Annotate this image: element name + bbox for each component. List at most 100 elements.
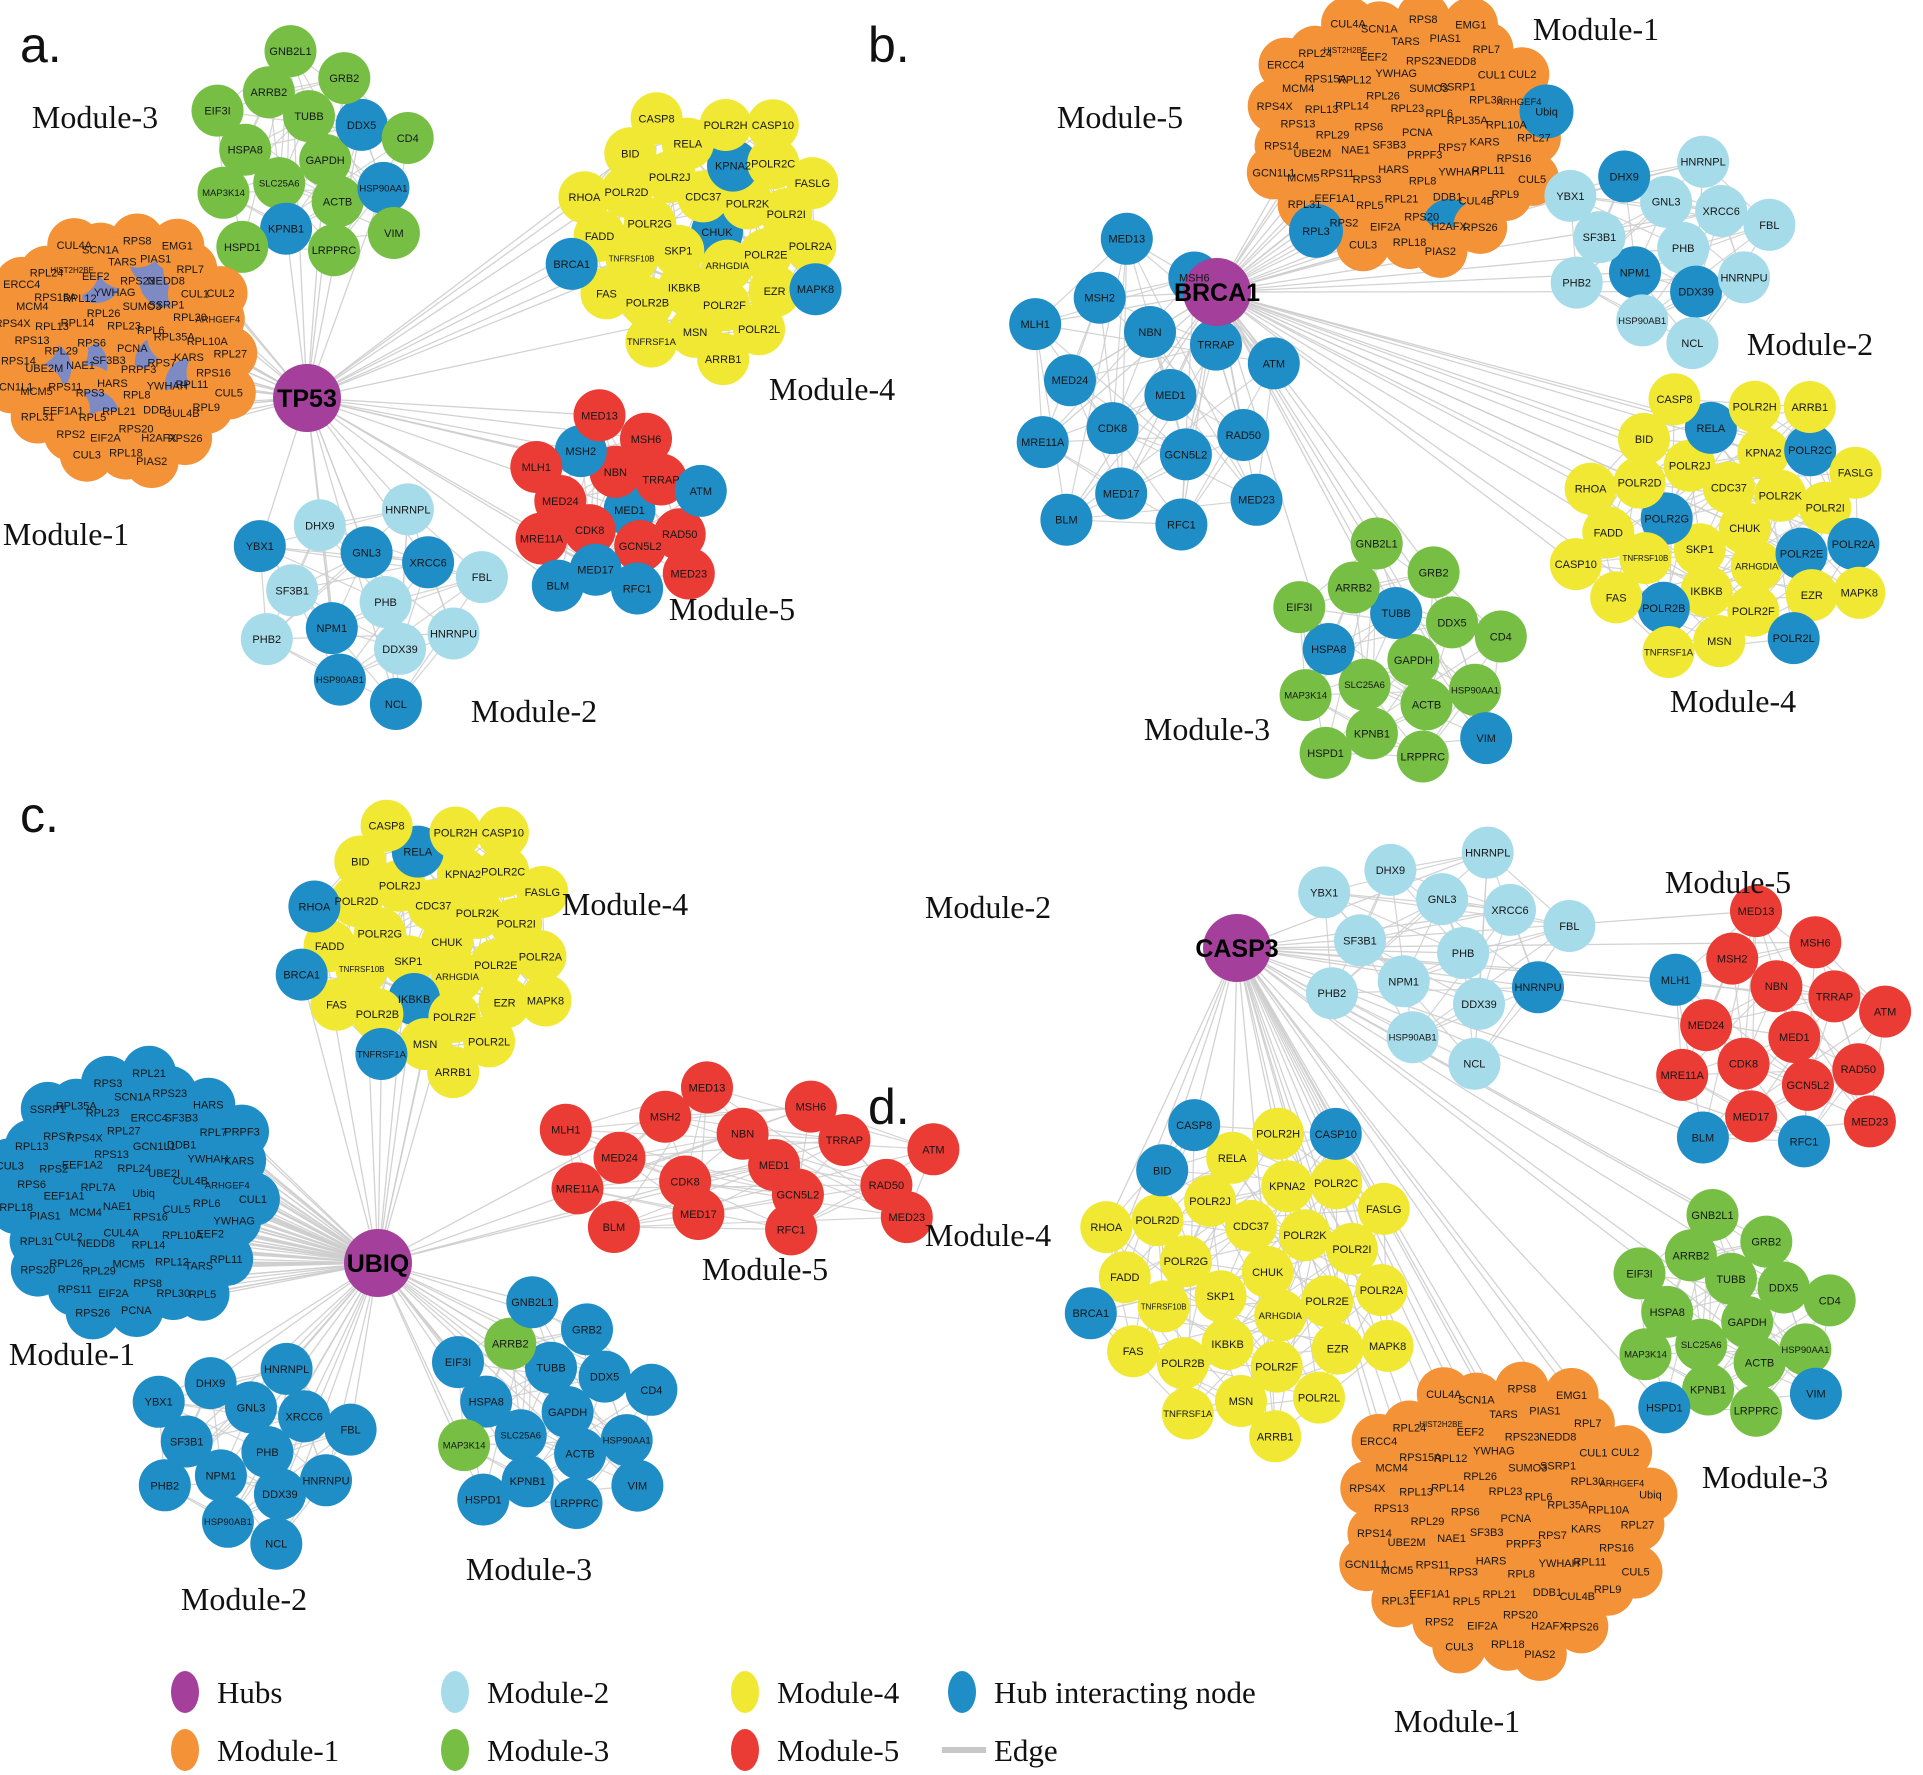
gene-node-RPL31: [1371, 1573, 1426, 1628]
gene-node-label: TNFRSF1A: [357, 1049, 407, 1060]
gene-node-label: TARS: [1489, 1409, 1518, 1421]
gene-node-label: EIF3I: [1626, 1268, 1652, 1280]
gene-node-label: BLM: [1692, 1132, 1715, 1144]
gene-node-label: ATM: [690, 486, 712, 498]
gene-node-label: POLR2C: [481, 867, 525, 879]
gene-node-label: KPNA2: [1745, 448, 1781, 460]
gene-node-label: RPL31: [1288, 199, 1322, 211]
gene-node-BLM: [531, 559, 584, 612]
gene-node-label: POLR2B: [356, 1009, 399, 1021]
gene-node-label: RPS16: [133, 1212, 168, 1224]
module-caption-a-module-4: Module-4: [769, 371, 895, 407]
gene-node-label: MRE11A: [520, 534, 564, 546]
gene-node-label: LRPPRC: [312, 245, 357, 257]
gene-node-label: YBX1: [1556, 191, 1584, 203]
gene-node-DHX9: [1364, 843, 1417, 896]
gene-node-GNL3: [1416, 873, 1469, 926]
gene-node-TRRAP: [635, 453, 687, 506]
gene-node-label: RPL6: [193, 1198, 221, 1210]
gene-node-label: XRCC6: [409, 557, 446, 569]
gene-node-label: MCM5: [1381, 1565, 1413, 1577]
gene-node-label: RPL21: [102, 406, 136, 418]
gene-node-label: RPS23: [120, 275, 155, 287]
gene-node-label: PIAS1: [1430, 33, 1461, 45]
gene-node-label: LRPPRC: [554, 1498, 599, 1510]
module-caption-a-module-3: Module-3: [32, 99, 158, 135]
gene-node-CD4: [1474, 610, 1527, 663]
gene-node-label: ATM: [922, 1144, 944, 1156]
gene-node-SF3B1: [160, 1415, 213, 1468]
gene-node-label: CUL2: [1508, 69, 1536, 81]
gene-node-label: RPS16: [1497, 153, 1532, 165]
gene-node-label: TRRAP: [1816, 991, 1853, 1003]
gene-node-label: ACTB: [323, 196, 352, 208]
gene-node-label: EIF2A: [1370, 221, 1401, 233]
gene-node-label: KARS: [1571, 1524, 1601, 1536]
gene-node-label: VIM: [1806, 1389, 1826, 1401]
gene-node-KPNB1: [1345, 707, 1398, 760]
gene-node-POLR2D: [600, 165, 653, 218]
gene-node-label: RPS8: [123, 236, 152, 248]
gene-node-POLR2H: [429, 806, 482, 859]
gene-node-label: ARHGDIA: [436, 972, 480, 983]
gene-node-label: NPM1: [1388, 976, 1419, 988]
gene-node-label: PIAS2: [136, 456, 167, 468]
gene-node-NBN: [716, 1107, 769, 1160]
gene-node-POLR2J: [1184, 1174, 1237, 1227]
gene-node-HSPA8: [460, 1375, 513, 1428]
gene-node-label: MAPK8: [797, 284, 834, 296]
gene-node-label: UBE2I: [148, 1168, 180, 1180]
gene-node-label: DHX9: [1610, 172, 1639, 184]
gene-node-label: SF3B3: [1372, 139, 1406, 151]
gene-node-GRB2: [561, 1303, 613, 1356]
gene-node-label: RPS15A: [1399, 1452, 1442, 1464]
gene-node-label: ARHGEF4: [195, 314, 240, 325]
gene-node-HSP90AB1: [1386, 1011, 1439, 1064]
legend-label-edge: Edge: [994, 1733, 1058, 1768]
gene-node-label: POLR2J: [1189, 1196, 1231, 1208]
gene-node-label: POLR2E: [744, 250, 787, 262]
gene-node-label: HARS: [97, 378, 128, 390]
gene-node-SSRP1: [20, 1081, 75, 1136]
gene-node-label: RELA: [673, 139, 702, 151]
gene-node-label: NAE1: [66, 360, 95, 372]
gene-node-PIAS2: [124, 434, 179, 488]
gene-node-label: CASP10: [752, 120, 794, 132]
gene-node-label: UBE2M: [1293, 148, 1331, 160]
gene-node-RAD50: [653, 508, 706, 561]
gene-node-NPM1: [305, 602, 358, 655]
gene-node-label: CUL1: [239, 1194, 267, 1206]
gene-node-ATM: [674, 464, 727, 517]
gene-node-label: CDK8: [575, 525, 604, 537]
gene-node-MSN: [1693, 615, 1746, 668]
gene-node-RPS4X: [1247, 79, 1302, 133]
gene-node-POLR2F: [1250, 1340, 1303, 1393]
gene-node-label: GAPDH: [1394, 655, 1433, 667]
gene-node-MED1: [1768, 1011, 1821, 1063]
gene-node-label: RPL7: [1473, 44, 1501, 56]
gene-node-label: HSPD1: [1646, 1402, 1683, 1414]
gene-node-HNRNPL: [1461, 826, 1514, 879]
gene-node-label: MAP3K14: [1284, 691, 1327, 702]
gene-node-HNRNPL: [1677, 135, 1730, 188]
gene-node-label: HNRNPL: [1680, 157, 1725, 169]
gene-node-MRE11A: [515, 512, 568, 565]
gene-node-label: POLR2H: [434, 828, 478, 840]
module-caption-b-module-2: Module-2: [1747, 326, 1873, 362]
gene-node-label: POLR2H: [1733, 402, 1777, 414]
gene-node-label: POLR2L: [738, 324, 780, 336]
gene-node-DDX39: [253, 1468, 306, 1521]
gene-node-HNRNPU: [300, 1454, 352, 1507]
gene-node-label: SF3B1: [1343, 935, 1377, 947]
gene-node-PHB: [241, 1426, 294, 1478]
gene-node-MED23: [880, 1191, 933, 1244]
gene-node-MLH1: [1649, 953, 1702, 1006]
gene-node-KPNA2: [707, 139, 759, 192]
gene-node-label: MAPK8: [1841, 588, 1878, 600]
gene-node-label: CUL4B: [164, 408, 199, 420]
gene-node-label: DDX5: [590, 1372, 619, 1384]
gene-node-label: MLH1: [551, 1125, 580, 1137]
hub-label-CASP3: CASP3: [1195, 935, 1278, 963]
legend-label-hub-interacting-node: Hub interacting node: [994, 1675, 1256, 1710]
gene-node-label: TRRAP: [826, 1135, 863, 1147]
